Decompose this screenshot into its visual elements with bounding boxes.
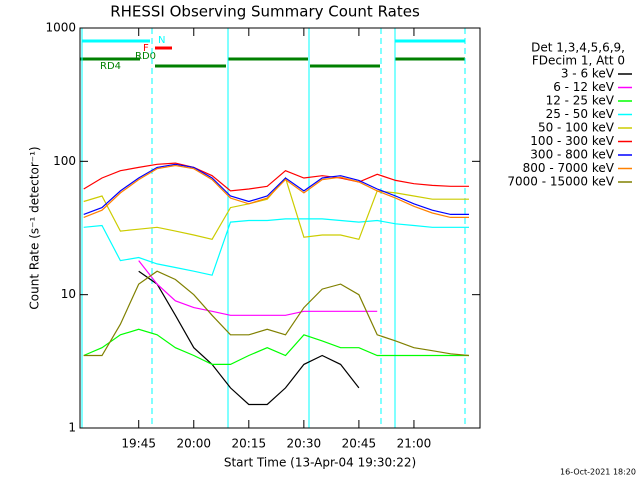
- plot-frame: [79, 27, 481, 429]
- legend-label: 12 - 25 keV: [546, 94, 615, 108]
- x-axis-label: Start Time (13-Apr-04 19:30:22): [224, 456, 416, 470]
- legend-label: 25 - 50 keV: [546, 107, 615, 121]
- x-tick-label: 20:00: [176, 437, 211, 451]
- series-line: [138, 270, 360, 406]
- x-tick-label: 20:15: [232, 437, 267, 451]
- footer: 16-Oct-2021 18:20: [560, 468, 636, 477]
- series-line: [83, 162, 469, 192]
- legend-label: 100 - 300 keV: [530, 134, 614, 148]
- legend-label: 3 - 6 keV: [561, 67, 615, 81]
- flag-label: RD4: [100, 61, 121, 72]
- y-tick-label: 1: [68, 421, 76, 435]
- x-tick-label: 21:00: [397, 437, 432, 451]
- legend-label: 800 - 7000 keV: [523, 161, 615, 175]
- legend-header: Det 1,3,4,5,6,9,: [531, 41, 625, 55]
- series-line: [83, 164, 469, 218]
- y-tick-label: 10: [61, 287, 76, 301]
- y-tick-label: 100: [53, 154, 76, 168]
- series-line: [138, 260, 378, 316]
- y-tick-label: 1000: [45, 21, 76, 35]
- x-tick-label: 20:45: [342, 437, 377, 451]
- legend-label: 300 - 800 keV: [530, 148, 614, 162]
- series-line: [83, 163, 469, 215]
- series-line: [83, 270, 470, 357]
- x-tick-label: 19:45: [121, 437, 156, 451]
- x-tick-label: 20:30: [287, 437, 322, 451]
- flag-label: N: [158, 35, 165, 46]
- legend-label: 50 - 100 keV: [538, 121, 615, 135]
- chart-title: RHESSI Observing Summary Count Rates: [110, 3, 420, 21]
- legend-header: FDecim 1, Att 0: [532, 54, 625, 68]
- y-axis-label: Count Rate (s⁻¹ detector⁻¹): [28, 146, 42, 309]
- legend-label: 6 - 12 keV: [553, 80, 615, 94]
- series-line: [83, 328, 469, 365]
- flag-label: RD0: [135, 51, 156, 62]
- legend-label: 7000 - 15000 keV: [507, 175, 614, 189]
- series-line: [83, 218, 469, 276]
- flag-label: F: [143, 43, 149, 54]
